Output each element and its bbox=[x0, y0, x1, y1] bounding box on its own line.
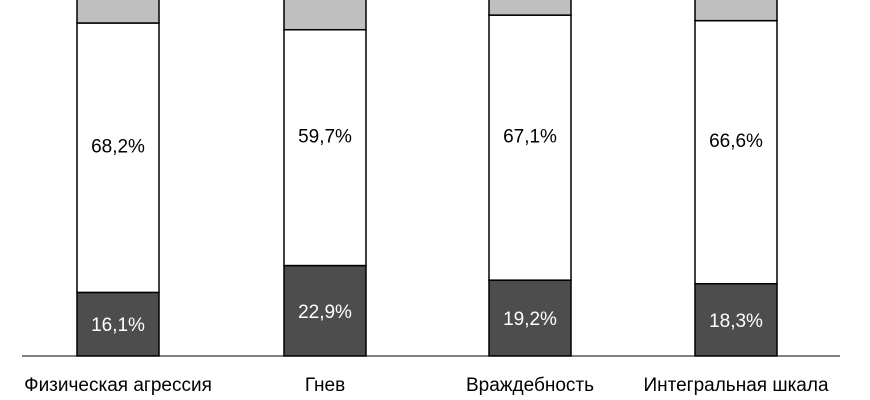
value-label: 67,1% bbox=[503, 127, 557, 148]
x-tick-label: Враждебность bbox=[466, 375, 594, 396]
value-label: 19,2% bbox=[503, 309, 557, 330]
value-label: 16,1% bbox=[91, 315, 145, 336]
bar-segment bbox=[488, 14, 572, 281]
bar-segment bbox=[488, 0, 572, 16]
x-tick-label: Физическая агрессия bbox=[24, 375, 212, 396]
bar-segment bbox=[694, 19, 778, 285]
bar-segment bbox=[694, 0, 778, 22]
value-label: 18,3% bbox=[709, 311, 763, 332]
value-label: 68,2% bbox=[91, 137, 145, 158]
bar-segment bbox=[283, 0, 367, 31]
bar-segment bbox=[76, 291, 160, 357]
bar-segment bbox=[76, 22, 160, 294]
bar-segment bbox=[283, 28, 367, 267]
value-label: 22,9% bbox=[298, 302, 352, 323]
x-tick-label: Интегральная шкала bbox=[643, 375, 829, 396]
x-tick-label: Гнев bbox=[305, 375, 345, 396]
bar-segment bbox=[76, 0, 160, 24]
value-label: 59,7% bbox=[298, 127, 352, 148]
value-label: 66,6% bbox=[709, 131, 763, 152]
